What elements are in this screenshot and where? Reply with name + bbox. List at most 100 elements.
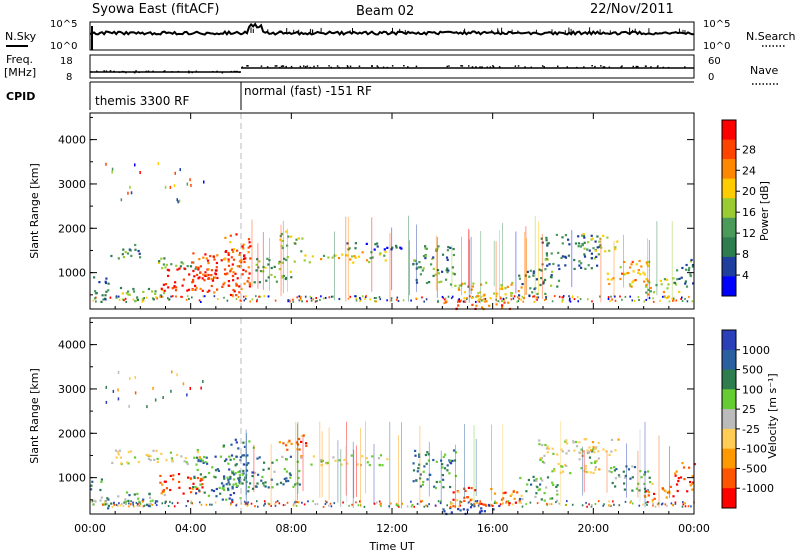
data-cell [561, 242, 564, 245]
data-cell [440, 500, 442, 503]
data-cell [257, 473, 260, 476]
data-cell [213, 295, 216, 298]
data-cell [386, 458, 389, 461]
data-cell [510, 298, 513, 301]
data-cell [561, 236, 564, 239]
data-cell [610, 438, 614, 441]
nave-dot [138, 71, 140, 73]
data-cell [206, 274, 209, 277]
data-cell [230, 267, 233, 270]
colorbar-swatch [722, 448, 736, 469]
data-cell [182, 382, 185, 386]
data-cell [304, 254, 307, 257]
data-cell [401, 502, 403, 505]
data-cell [241, 454, 244, 457]
data-cell [517, 290, 520, 293]
data-cell [492, 504, 494, 507]
data-cell [203, 274, 206, 277]
data-cell [381, 464, 384, 467]
data-cell [228, 468, 231, 471]
data-cell [249, 257, 252, 260]
nsearch-tick-top: 10^5 [703, 19, 730, 30]
data-cell [286, 448, 289, 451]
x-tick-label: 16:00 [477, 522, 509, 535]
data-cell [359, 464, 363, 467]
data-cell [142, 299, 145, 302]
data-cell [471, 303, 474, 306]
data-cell [160, 257, 163, 260]
y-tick-label: 3000 [58, 178, 86, 191]
data-cell [432, 274, 435, 277]
data-cell [386, 246, 389, 249]
data-cell [500, 498, 504, 501]
data-cell [496, 292, 499, 295]
data-cell [192, 482, 195, 485]
data-cell [256, 298, 258, 301]
data-cell [201, 459, 204, 462]
data-cell [152, 386, 154, 390]
data-cell [593, 451, 596, 454]
data-cell [567, 254, 570, 257]
data-cell [233, 473, 236, 476]
data-cell [247, 251, 250, 254]
data-cell [337, 257, 341, 260]
data-cell [435, 460, 438, 463]
data-cell [343, 458, 346, 461]
data-cell [232, 470, 235, 473]
data-cell [546, 244, 549, 247]
nave-dot [109, 70, 112, 72]
data-cell [349, 295, 352, 298]
data-cell [174, 281, 177, 284]
data-cell [463, 282, 466, 285]
data-cell [562, 295, 565, 298]
data-cell [295, 441, 298, 444]
data-cell [660, 503, 663, 506]
data-cell [229, 293, 233, 297]
data-cell [134, 163, 136, 167]
data-cell [258, 456, 261, 459]
data-cell [117, 371, 120, 374]
data-cell [452, 505, 455, 508]
data-cell [564, 255, 567, 258]
data-cell [552, 452, 555, 455]
data-cell [436, 269, 440, 272]
data-cell [597, 457, 600, 460]
data-cell [536, 292, 539, 296]
data-cell [548, 263, 551, 266]
data-cell [397, 300, 400, 302]
data-cell [606, 236, 609, 239]
data-cell [415, 297, 417, 300]
nave-dot [600, 65, 602, 67]
data-cell [689, 260, 692, 263]
data-cell [481, 299, 484, 302]
data-cell [565, 464, 568, 467]
data-cell [306, 300, 308, 303]
data-cell [547, 242, 550, 245]
data-cell [678, 290, 681, 293]
cpid-segment-2: normal (fast) -151 RF [244, 84, 372, 98]
data-cell [645, 283, 648, 286]
data-cell [689, 273, 692, 276]
data-cell [334, 254, 337, 257]
data-cell [480, 502, 483, 505]
data-cell [216, 288, 219, 291]
data-cell [294, 483, 297, 486]
data-cell [218, 486, 221, 489]
data-cell [416, 470, 419, 473]
data-cell [446, 469, 449, 472]
data-cell [95, 296, 97, 299]
nave-dot [346, 65, 349, 67]
data-cell [550, 284, 553, 287]
data-cell [184, 457, 187, 460]
data-cell [476, 501, 478, 504]
data-cell [95, 300, 97, 303]
data-cell [257, 505, 259, 508]
data-cell [573, 298, 576, 301]
data-cell [209, 255, 212, 258]
data-cell [555, 501, 557, 504]
data-cell [504, 491, 507, 494]
data-cell [154, 500, 158, 503]
data-cell [645, 298, 647, 301]
data-cell [333, 502, 336, 505]
data-cell [213, 258, 216, 261]
